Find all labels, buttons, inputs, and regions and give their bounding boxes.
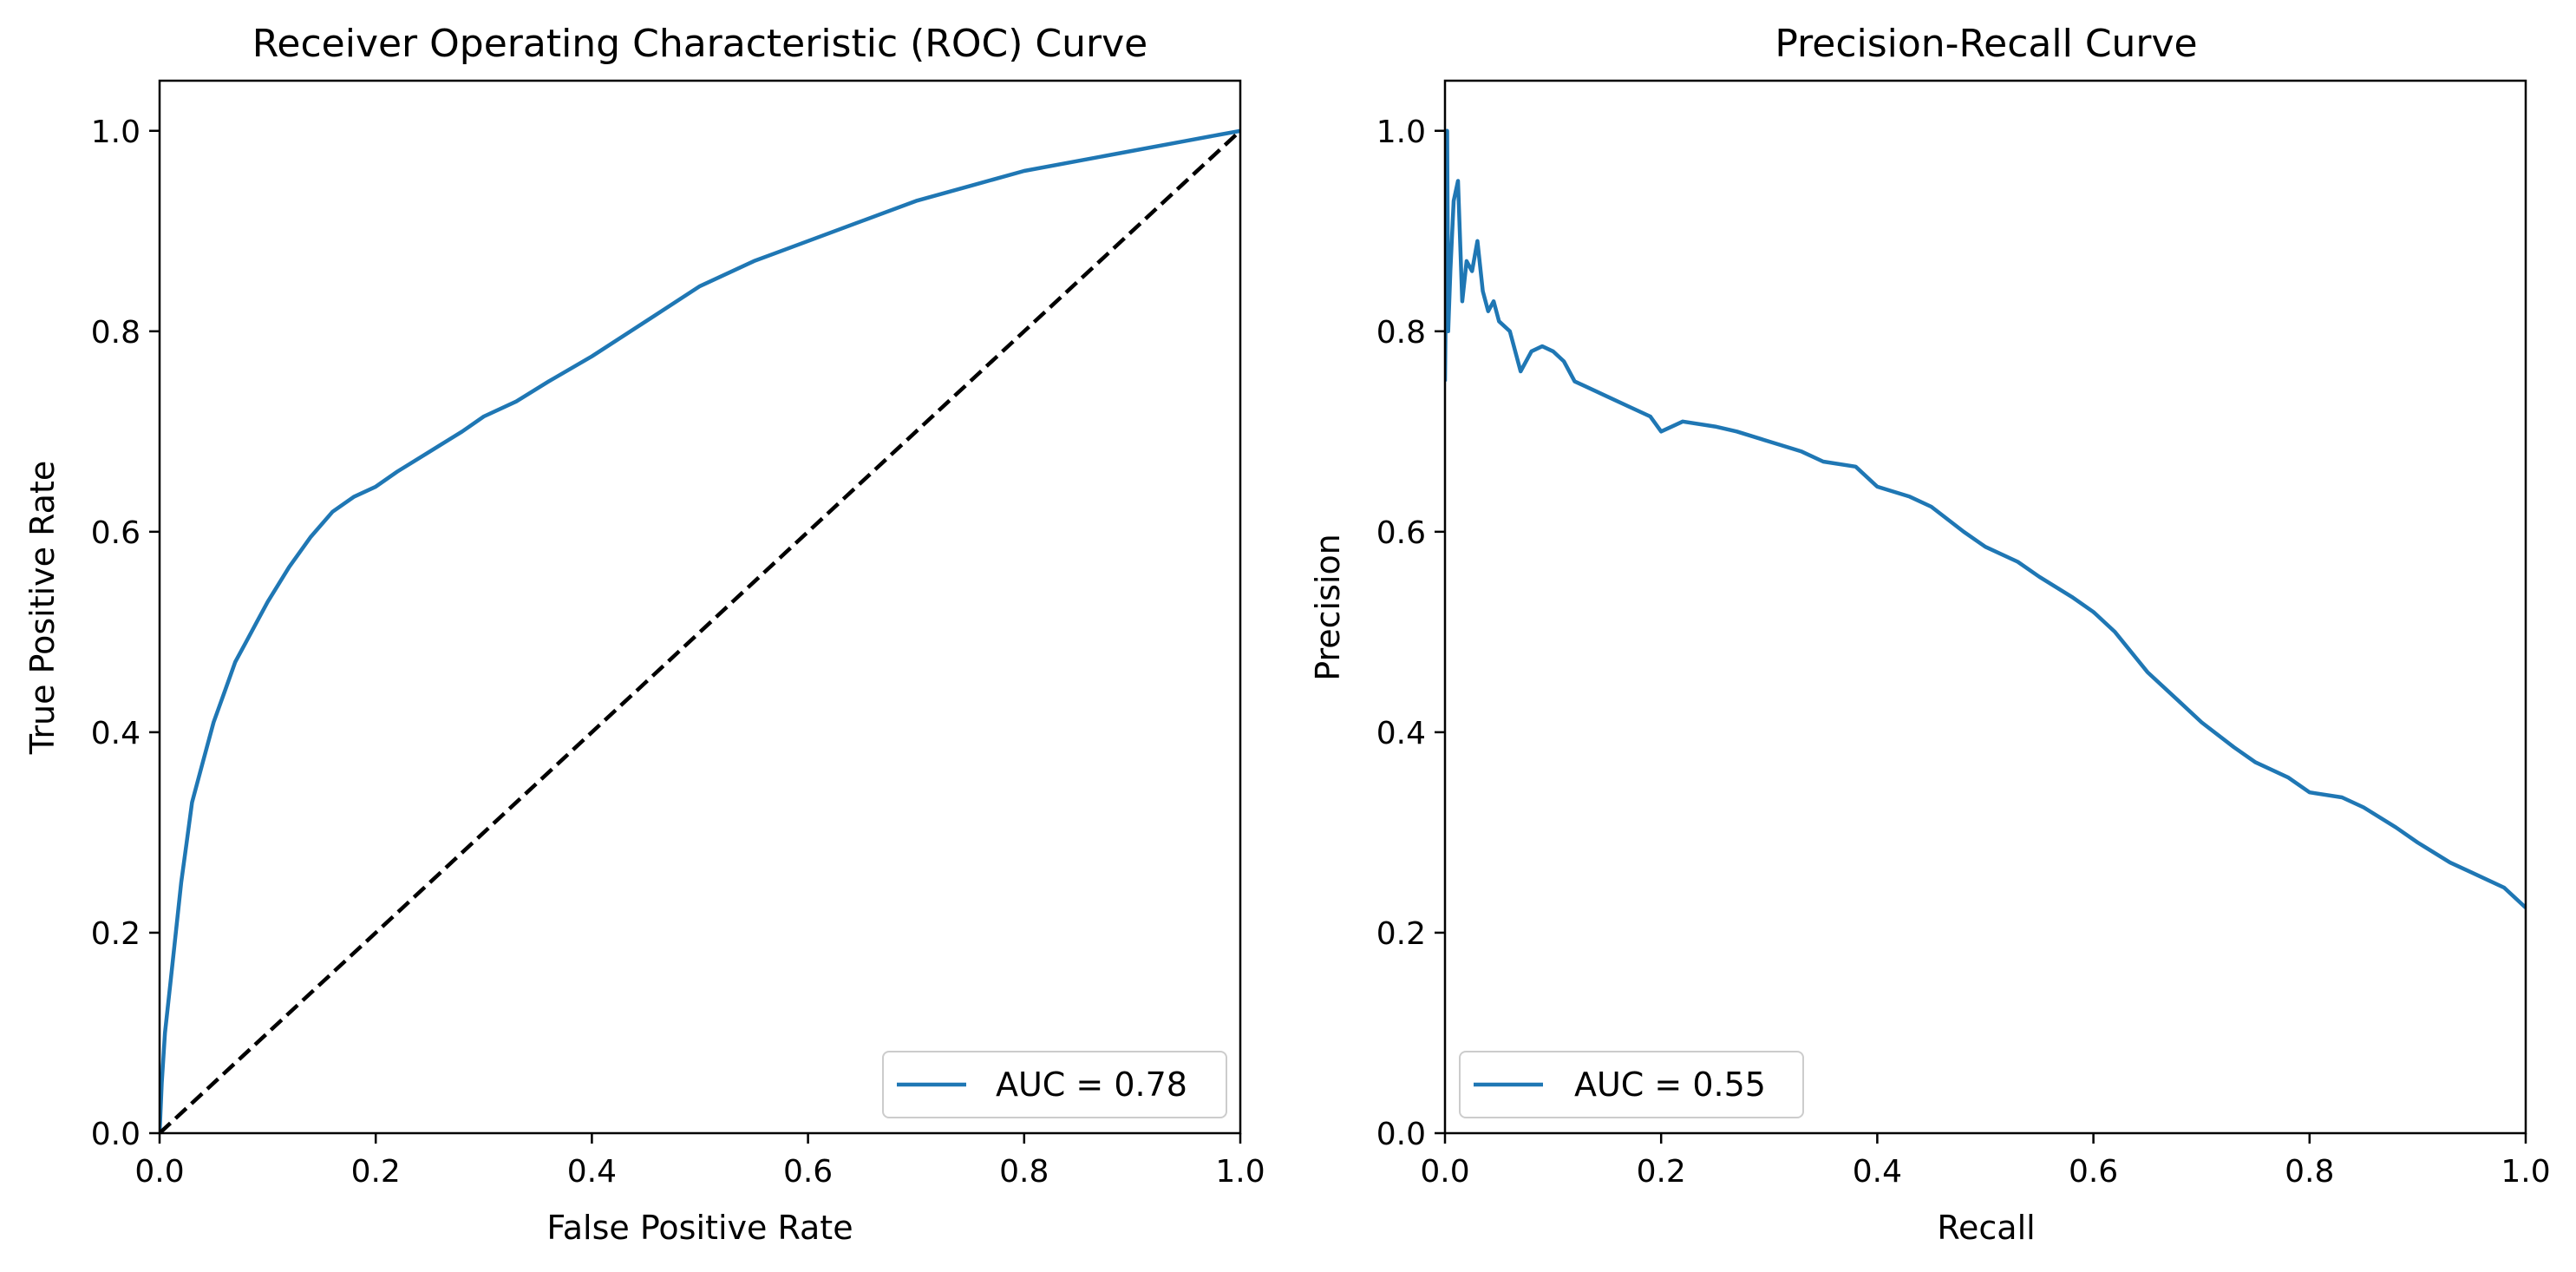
roc-xtick-label: 1.0: [1215, 1154, 1265, 1190]
roc-title: Receiver Operating Characteristic (ROC) …: [252, 22, 1147, 66]
roc-legend-label: AUC = 0.78: [996, 1065, 1187, 1104]
pr-axes-frame: [1443, 79, 2527, 1135]
roc-ytick-label: 0.8: [91, 315, 141, 351]
roc-chance-diagonal-line: [160, 129, 1240, 1133]
pr-xtick-label: 0.8: [2285, 1154, 2334, 1190]
pr-xlabel: Recall: [1937, 1209, 2035, 1247]
pr-xtick-label: 0.6: [2069, 1154, 2118, 1190]
pr-plot-area: 0.0 0.2 0.4 0.6 0.8 1.0 0.0 0.2 0.4 0.6 0.8 1.0: [1376, 79, 2551, 1190]
pr-ytick-label: 0.2: [1376, 916, 1426, 952]
pr-xtick-label: 1.0: [2501, 1154, 2550, 1190]
roc-xtick-label: 0.4: [567, 1154, 617, 1190]
pr-curve-line: [1445, 128, 2526, 909]
roc-xtick-label: 0.0: [134, 1154, 184, 1190]
pr-xtick-label: 0.2: [1637, 1154, 1686, 1190]
pr-ytick-label: 0.6: [1376, 515, 1426, 551]
pr-panel: Precision-Recall Curve Recall Precision …: [1309, 22, 2551, 1247]
roc-ytick-label: 1.0: [91, 115, 141, 150]
pr-ylabel: Precision: [1309, 534, 1347, 681]
roc-legend: AUC = 0.78: [882, 1051, 1227, 1118]
roc-plot-area: 0.0 0.2 0.4 0.6 0.8 1.0 0.0 0.2 0.4 0.6 0.8 1.0: [91, 79, 1265, 1190]
roc-panel: Receiver Operating Characteristic (ROC) …: [23, 22, 1265, 1247]
pr-title: Precision-Recall Curve: [1775, 22, 2197, 66]
pr-xtick-label: 0.4: [1853, 1154, 1902, 1190]
roc-ytick-label: 0.4: [91, 716, 141, 751]
roc-ytick-label: 0.2: [91, 916, 141, 952]
pr-ytick-label: 0.0: [1376, 1117, 1426, 1152]
pr-ytick-label: 0.4: [1376, 716, 1426, 751]
roc-xtick-label: 0.2: [351, 1154, 401, 1190]
pr-legend-label: AUC = 0.55: [1574, 1065, 1766, 1104]
pr-ytick-label: 1.0: [1376, 115, 1426, 150]
roc-curve-line: [160, 128, 1240, 1133]
roc-xlabel: False Positive Rate: [546, 1209, 853, 1247]
pr-ytick-label: 0.8: [1376, 315, 1426, 351]
pr-xtick-label: 0.0: [1420, 1154, 1469, 1190]
roc-axes-frame: [158, 79, 1242, 1135]
roc-ytick-label: 0.0: [91, 1117, 141, 1152]
roc-ytick-label: 0.6: [91, 515, 141, 551]
pr-legend: AUC = 0.55: [1459, 1051, 1804, 1118]
roc-ylabel: True Positive Rate: [23, 461, 62, 756]
roc-xtick-label: 0.8: [999, 1154, 1049, 1190]
roc-legend-box: [882, 1051, 1227, 1118]
pr-legend-box: [1459, 1051, 1804, 1118]
roc-xtick-label: 0.6: [783, 1154, 833, 1190]
